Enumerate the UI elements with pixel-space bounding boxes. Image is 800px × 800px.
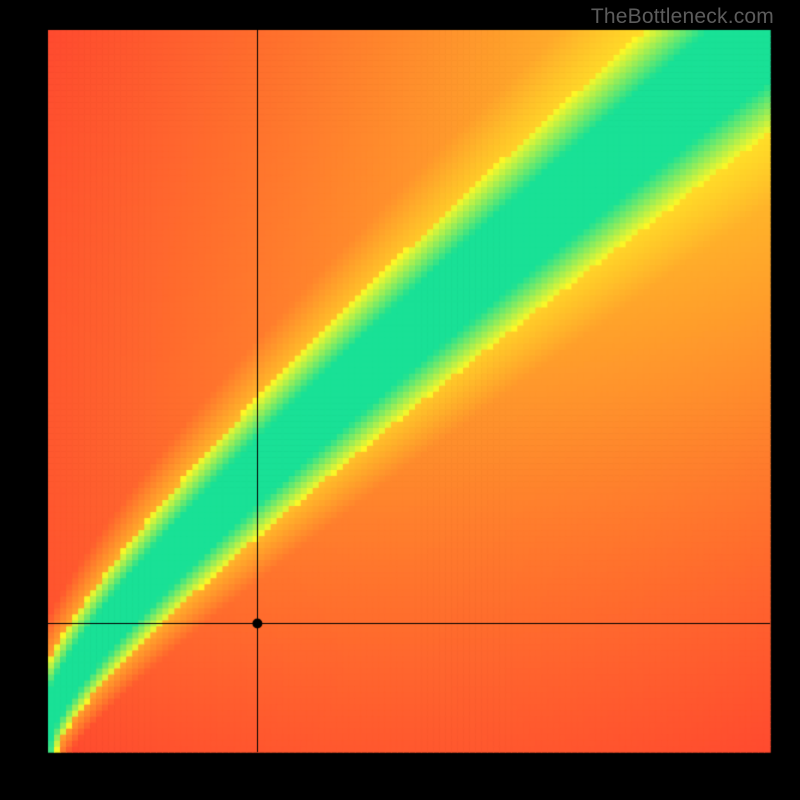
bottleneck-heatmap — [0, 0, 800, 800]
watermark-text: TheBottleneck.com — [591, 5, 774, 29]
